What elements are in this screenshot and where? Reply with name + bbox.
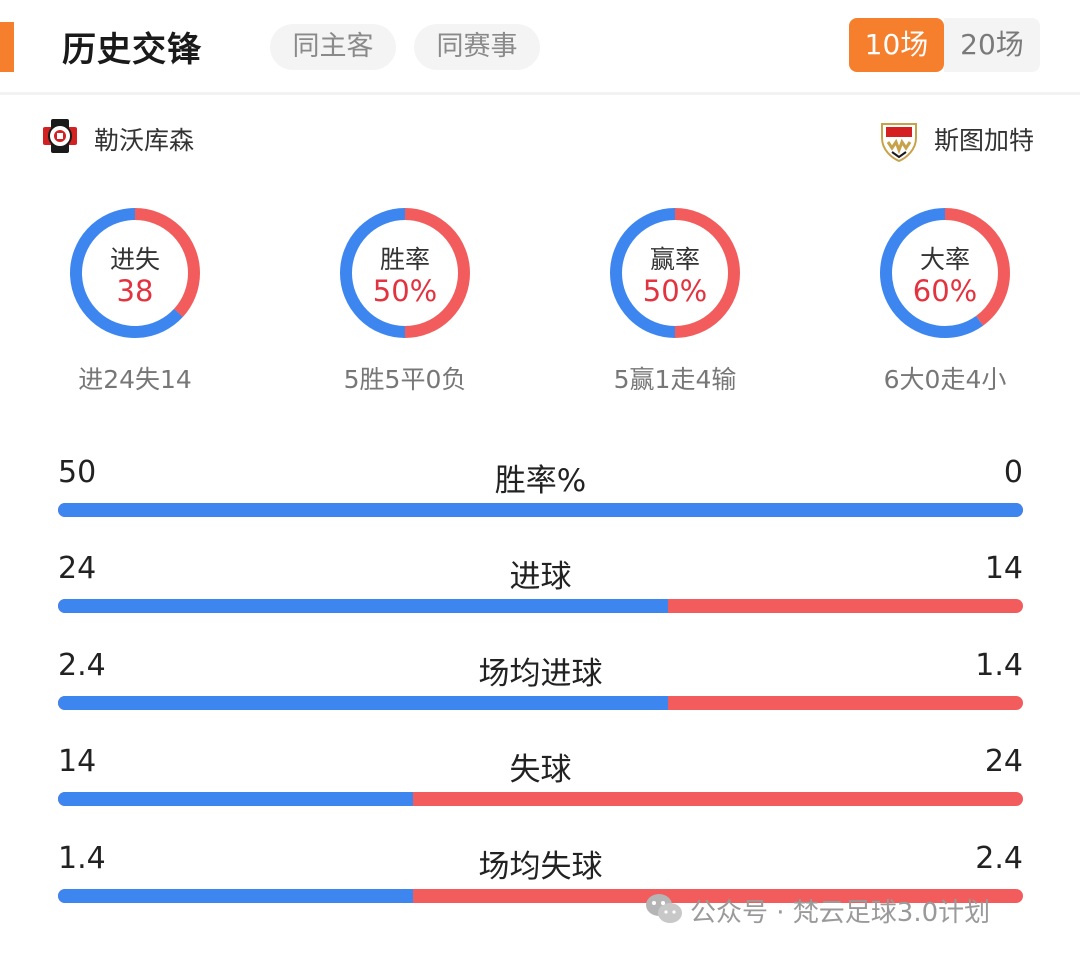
stat-home-value: 24 [58,551,97,586]
ring-chart [880,208,1010,338]
ring-away-arc [70,208,200,338]
section-title: 历史交锋 [62,30,202,70]
ring-sub-cover-rate: 5赢1走4输 [613,365,737,394]
ring-away-arc [610,208,740,338]
wechat-icon [644,892,684,933]
away-team-name: 斯图加特 [934,126,1035,155]
stat-bar [58,889,1023,903]
range-20-button[interactable]: 20场 [944,18,1040,72]
stat-name: 场均进球 [478,656,603,692]
stat-bar-home-fill [58,503,1023,517]
leverkusen-badge-icon [42,118,78,169]
stat-bar [58,792,1023,806]
ring-value: 50% [642,274,708,308]
stat-row-conceded: 14 失球 24 [58,744,1023,824]
stat-home-value: 1.4 [58,841,106,876]
stat-name: 失球 [509,752,572,788]
ring-sub-over-rate: 6大0走4小 [883,365,1007,394]
stat-away-value: 1.4 [975,648,1023,683]
ring-win-rate: 胜率 50% [338,206,472,340]
stat-bar [58,503,1023,517]
filter-same-home-away[interactable]: 同主客 [270,24,396,70]
stat-name: 场均失球 [478,849,603,885]
ring-label: 大率 [919,245,970,274]
ring-value: 50% [372,274,438,308]
ring-value: 38 [116,274,154,308]
watermark-text: 公众号 · 梵云足球3.0计划 [690,898,991,928]
stat-name: 进球 [509,559,572,595]
ring-chart [340,208,470,338]
ring-cover-rate: 赢率 50% [608,206,742,340]
stuttgart-badge-icon [880,120,918,177]
range-10-button[interactable]: 10场 [849,18,944,72]
filter-same-competition[interactable]: 同赛事 [414,24,540,70]
stat-home-value: 14 [58,744,97,779]
stat-bar-home-fill [58,696,668,710]
ring-chart [610,208,740,338]
home-team-name: 勒沃库森 [94,126,195,155]
ring-over-rate: 大率 60% [878,206,1012,340]
ring-away-arc [340,208,470,338]
ring-label: 赢率 [649,245,700,274]
stat-bar [58,696,1023,710]
stat-away-value: 2.4 [975,841,1023,876]
stat-row-win-rate: 50 胜率% 0 [58,455,1023,535]
accent-bar [0,22,14,72]
ring-chart [70,208,200,338]
ring-label: 进失 [109,245,160,274]
ring-sub-goals: 进24失14 [78,365,192,394]
away-team: 斯图加特 [880,118,1040,164]
ring-goals: 进失 38 [68,206,202,340]
stat-row-goals: 24 进球 14 [58,551,1023,631]
ring-value: 60% [912,274,978,308]
stat-name: 胜率% [494,463,587,499]
stat-row-avg-conceded: 1.4 场均失球 2.4 [58,841,1023,921]
ring-away-arc [880,208,1010,338]
stat-bar [58,599,1023,613]
stat-bar-home-fill [58,792,414,806]
stat-away-value: 0 [1003,455,1023,490]
stat-away-value: 14 [984,551,1023,586]
stat-bar-home-fill [58,889,414,903]
stat-home-value: 2.4 [58,648,106,683]
section-header: 历史交锋 同主客 同赛事 10场 20场 [0,0,1080,95]
stat-away-value: 24 [984,744,1023,779]
stat-home-value: 50 [58,455,97,490]
ring-label: 胜率 [379,245,430,274]
stat-bar-home-fill [58,599,668,613]
stat-row-avg-goals: 2.4 场均进球 1.4 [58,648,1023,728]
ring-sub-win-rate: 5胜5平0负 [343,365,467,394]
